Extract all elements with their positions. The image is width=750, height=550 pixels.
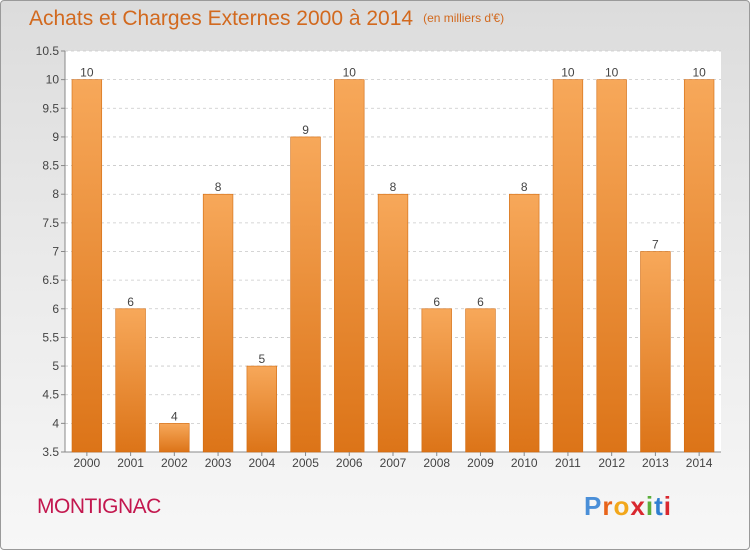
y-tick-label: 3.5 bbox=[42, 445, 59, 459]
x-tick-label: 2001 bbox=[117, 456, 144, 470]
bar bbox=[246, 365, 277, 453]
x-tick-label: 2005 bbox=[292, 456, 319, 470]
y-tick-label: 6 bbox=[52, 302, 59, 316]
data-label: 8 bbox=[521, 180, 528, 194]
chart-unit: (en milliers d'€) bbox=[423, 11, 505, 25]
data-label: 8 bbox=[215, 180, 222, 194]
x-tick-label: 2010 bbox=[511, 456, 538, 470]
x-tick-label: 2008 bbox=[423, 456, 450, 470]
bar bbox=[202, 193, 234, 453]
data-label: 6 bbox=[477, 295, 484, 309]
data-label: 5 bbox=[258, 352, 265, 366]
y-tick-label: 5.5 bbox=[42, 330, 59, 344]
x-tick-label: 2013 bbox=[642, 456, 669, 470]
bar bbox=[334, 79, 365, 453]
y-tick-label: 9 bbox=[52, 130, 59, 144]
bar bbox=[159, 423, 190, 453]
x-tick-label: 2007 bbox=[380, 456, 407, 470]
y-tick-label: 5 bbox=[52, 359, 59, 373]
data-label: 4 bbox=[171, 409, 178, 423]
bar bbox=[421, 308, 452, 453]
data-label: 10 bbox=[343, 66, 357, 80]
bar bbox=[290, 136, 321, 453]
y-tick-label: 7.5 bbox=[42, 216, 59, 230]
logo-letter: i bbox=[645, 491, 655, 521]
bar bbox=[640, 251, 671, 453]
y-tick-label: 8.5 bbox=[42, 159, 59, 173]
bar bbox=[509, 193, 540, 453]
data-label: 7 bbox=[652, 238, 659, 252]
y-tick-label: 8 bbox=[52, 187, 59, 201]
bar bbox=[377, 193, 409, 453]
proxiti-logo: Proxiti bbox=[584, 491, 672, 522]
y-tick-label: 4.5 bbox=[42, 388, 59, 402]
bar bbox=[596, 79, 627, 453]
data-label: 6 bbox=[433, 295, 440, 309]
y-tick-label: 10.5 bbox=[36, 44, 60, 58]
x-tick-label: 2012 bbox=[598, 456, 625, 470]
chart-title-text: Achats et Charges Externes 2000 à 2014 bbox=[29, 7, 414, 30]
x-tick-label: 2011 bbox=[555, 456, 581, 470]
x-tick-label: 2006 bbox=[336, 456, 363, 470]
y-tick-label: 4 bbox=[52, 416, 59, 430]
logo-letter: i bbox=[663, 491, 672, 521]
bar bbox=[683, 79, 715, 453]
data-label: 9 bbox=[302, 123, 309, 137]
y-tick-label: 6.5 bbox=[42, 273, 59, 287]
data-label: 10 bbox=[605, 66, 619, 80]
x-tick-label: 2009 bbox=[467, 456, 494, 470]
y-tick-label: 9.5 bbox=[42, 101, 59, 115]
x-tick-label: 2003 bbox=[205, 456, 232, 470]
logo-letter: P bbox=[584, 491, 603, 521]
x-tick-label: 2002 bbox=[161, 456, 188, 470]
bar bbox=[71, 79, 103, 453]
logo-letter: t bbox=[654, 491, 664, 521]
x-tick-label: 2000 bbox=[74, 456, 101, 470]
bar bbox=[552, 79, 584, 453]
data-label: 8 bbox=[390, 180, 397, 194]
x-tick-label: 2014 bbox=[686, 456, 713, 470]
data-label: 6 bbox=[127, 295, 134, 309]
data-label: 10 bbox=[561, 66, 575, 80]
bar bbox=[115, 308, 146, 453]
x-tick-label: 2004 bbox=[248, 456, 275, 470]
data-label: 10 bbox=[692, 66, 706, 80]
y-tick-label: 7 bbox=[52, 245, 59, 259]
chart-title: Achats et Charges Externes 2000 à 2014 (e… bbox=[29, 7, 504, 31]
city-name: MONTIGNAC bbox=[37, 495, 161, 518]
bar bbox=[465, 308, 496, 453]
logo-letter: o bbox=[613, 491, 631, 521]
y-tick-label: 10 bbox=[46, 73, 60, 87]
logo-letter: x bbox=[630, 491, 646, 521]
data-label: 10 bbox=[80, 66, 94, 80]
logo-letter: r bbox=[602, 491, 614, 521]
